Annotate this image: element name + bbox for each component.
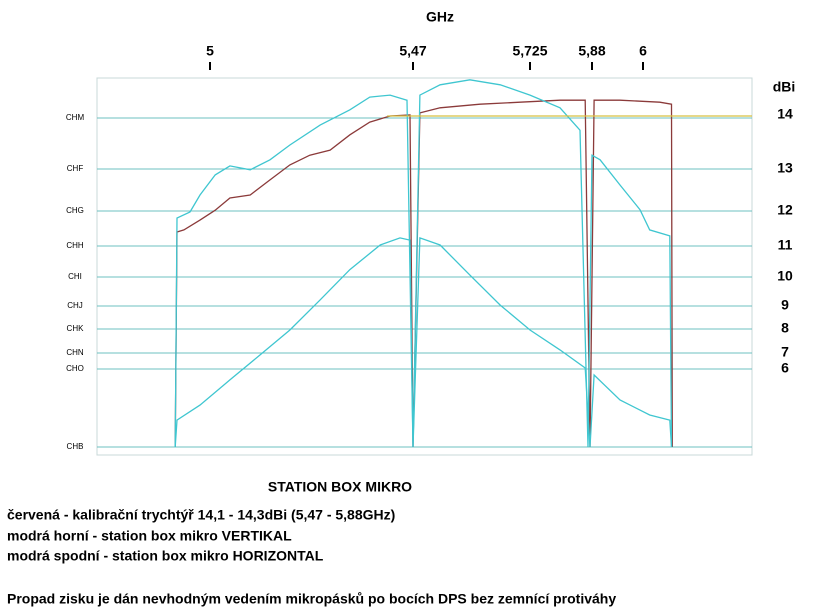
x-tick-label: 6 <box>639 43 647 59</box>
channel-label: CHK <box>67 324 85 333</box>
note: modrá horní - station box mikro VERTIKAL <box>7 528 292 544</box>
note: modrá spodní - station box mikro HORIZON… <box>7 548 324 564</box>
y-tick-label: 14 <box>777 106 793 122</box>
x-tick-label: 5 <box>206 43 214 59</box>
channel-label: CHJ <box>67 301 83 310</box>
y-tick-label: 11 <box>778 237 793 253</box>
channel-label: CHI <box>68 272 82 281</box>
plot-frame <box>96 77 753 456</box>
x-tick-label: 5,725 <box>512 43 547 59</box>
x-axis-label: GHz <box>426 9 454 25</box>
y-tick-label: 9 <box>781 297 789 313</box>
y-tick-label: 6 <box>781 360 789 376</box>
x-tick-label: 5,47 <box>399 43 426 59</box>
y-tick-label: 13 <box>777 160 793 176</box>
series-line <box>174 236 673 448</box>
y-axis-label: dBi <box>773 79 796 95</box>
series-line <box>174 79 673 448</box>
channel-label: CHN <box>66 348 84 357</box>
y-tick-label: 8 <box>781 320 789 336</box>
note: Propad zisku je dán nevhodným vedením mi… <box>7 591 616 607</box>
chart-title: STATION BOX MIKRO <box>268 479 412 495</box>
x-tick-label: 5,88 <box>578 43 605 59</box>
y-tick-label: 10 <box>777 268 793 284</box>
channel-label: CHG <box>66 206 84 215</box>
y-tick-label: 12 <box>777 202 793 218</box>
channel-label: CHO <box>66 364 84 373</box>
channel-label: CHB <box>67 442 84 451</box>
channel-label: CHM <box>66 113 85 122</box>
y-tick-label: 7 <box>781 344 789 360</box>
channel-label: CHH <box>66 241 84 250</box>
note: červená - kalibrační trychtýř 14,1 - 14,… <box>7 507 395 523</box>
channel-label: CHF <box>67 164 84 173</box>
series-line <box>174 99 673 448</box>
